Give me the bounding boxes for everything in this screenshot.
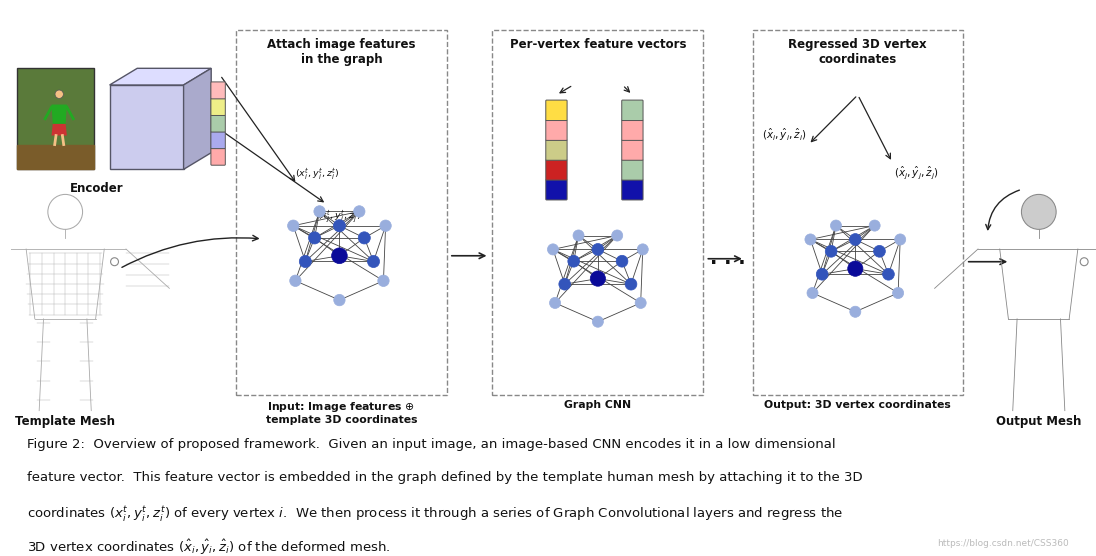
Circle shape [332,248,347,264]
FancyBboxPatch shape [210,132,226,148]
Circle shape [882,269,894,280]
Circle shape [592,244,604,255]
Text: Regressed 3D vertex
coordinates: Regressed 3D vertex coordinates [788,38,927,66]
Circle shape [807,287,818,299]
Circle shape [637,244,648,255]
FancyBboxPatch shape [621,160,643,180]
Circle shape [299,255,311,267]
Circle shape [1021,195,1057,229]
FancyBboxPatch shape [546,140,567,160]
Circle shape [817,269,829,280]
Text: $(x_i^t, y_i^t, z_i^t)$: $(x_i^t, y_i^t, z_i^t)$ [295,167,340,182]
Circle shape [831,220,842,231]
Circle shape [625,278,637,290]
Circle shape [289,275,301,286]
Circle shape [309,232,321,244]
FancyBboxPatch shape [546,100,567,121]
Text: Output Mesh: Output Mesh [996,415,1082,428]
FancyBboxPatch shape [621,120,643,141]
Circle shape [592,316,604,327]
Circle shape [869,220,880,231]
Bar [236,31,447,395]
Circle shape [847,261,863,276]
Circle shape [849,234,861,245]
FancyBboxPatch shape [546,160,567,180]
Text: . . .: . . . [710,249,746,268]
Text: $(\hat{x}_i, \hat{y}_i, \hat{z}_i)$: $(\hat{x}_i, \hat{y}_i, \hat{z}_i)$ [762,126,807,142]
Polygon shape [184,68,212,170]
Text: Graph CNN: Graph CNN [564,400,631,410]
Text: $(x_j^t, y_j^t, z_j^t)$: $(x_j^t, y_j^t, z_j^t)$ [317,208,361,224]
Circle shape [55,90,64,98]
Circle shape [367,255,379,267]
Circle shape [874,245,886,257]
FancyBboxPatch shape [210,82,226,99]
FancyBboxPatch shape [210,98,226,116]
Circle shape [333,220,345,232]
Polygon shape [52,105,67,124]
FancyBboxPatch shape [546,180,567,200]
Circle shape [804,234,815,245]
FancyBboxPatch shape [210,148,226,165]
Text: feature vector.  This feature vector is embedded in the graph defined by the tem: feature vector. This feature vector is e… [27,471,863,484]
Circle shape [378,275,389,286]
Circle shape [559,278,571,290]
Polygon shape [110,68,212,85]
Circle shape [636,297,647,309]
Circle shape [612,230,623,241]
Circle shape [849,306,860,317]
FancyBboxPatch shape [110,85,184,170]
Bar [753,31,962,395]
Text: https://blog.csdn.net/CSS360: https://blog.csdn.net/CSS360 [937,539,1069,548]
Text: Output: 3D vertex coordinates: Output: 3D vertex coordinates [764,400,951,410]
Polygon shape [16,145,94,170]
Circle shape [825,245,837,257]
Text: Figure 2:  Overview of proposed framework.  Given an input image, an image-based: Figure 2: Overview of proposed framework… [27,438,835,451]
Circle shape [549,297,560,309]
FancyBboxPatch shape [210,115,226,132]
Text: 3D vertex coordinates $(\hat{x}_i, \hat{y}_i, \hat{z}_i)$ of the deformed mesh.: 3D vertex coordinates $(\hat{x}_i, \hat{… [27,538,390,556]
FancyBboxPatch shape [546,120,567,141]
Circle shape [568,255,580,267]
Circle shape [616,255,628,267]
Polygon shape [52,124,67,136]
Circle shape [354,206,365,217]
Circle shape [358,232,370,244]
Bar [492,31,704,395]
Circle shape [573,230,584,241]
FancyBboxPatch shape [621,100,643,121]
Circle shape [287,220,299,231]
Circle shape [380,220,391,231]
Circle shape [894,234,905,245]
Text: Encoder: Encoder [70,182,124,195]
Circle shape [334,294,345,306]
Circle shape [313,206,326,217]
Circle shape [892,287,903,299]
Text: Template Mesh: Template Mesh [15,415,115,428]
Text: Input: Image features $\oplus$
template 3D coordinates: Input: Image features $\oplus$ template … [265,400,418,425]
Text: Attach image features
in the graph: Attach image features in the graph [267,38,415,66]
Circle shape [591,271,605,286]
FancyBboxPatch shape [621,140,643,160]
FancyBboxPatch shape [621,180,643,200]
Text: Per-vertex feature vectors: Per-vertex feature vectors [510,38,686,51]
FancyBboxPatch shape [16,68,94,170]
Circle shape [548,244,559,255]
Text: $(\hat{x}_j, \hat{y}_j, \hat{z}_j)$: $(\hat{x}_j, \hat{y}_j, \hat{z}_j)$ [894,165,939,181]
Text: coordinates $(x_i^t, y_i^t, z_i^t)$ of every vertex $i$.  We then process it thr: coordinates $(x_i^t, y_i^t, z_i^t)$ of e… [27,504,843,524]
